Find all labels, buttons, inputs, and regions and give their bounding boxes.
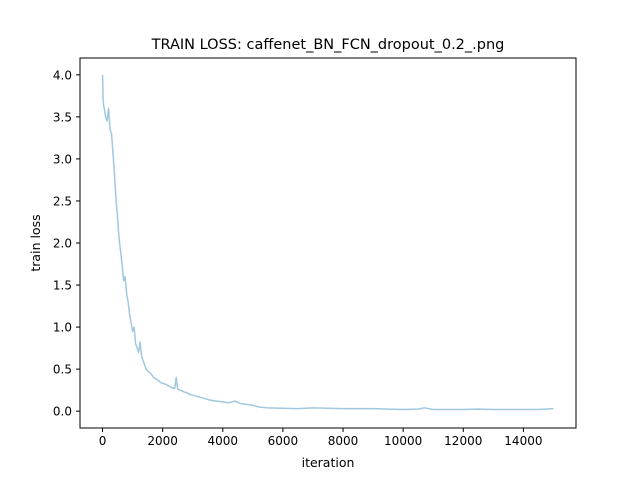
- y-axis-label: train loss: [28, 214, 43, 271]
- series-layer: [101, 74, 554, 411]
- y-tick-label: 2.5: [53, 194, 72, 208]
- x-tick-label: 6000: [268, 434, 299, 448]
- x-tick-label: 4000: [208, 434, 239, 448]
- x-tick-label: 0: [99, 434, 107, 448]
- y-tick-label: 4.0: [53, 68, 72, 82]
- x-tick-label: 2000: [147, 434, 178, 448]
- y-axis: 0.0 0.5 1.0 1.5 2.0 2.5 3.0 3.5 4.0: [53, 68, 80, 419]
- x-tick-label: 14000: [504, 434, 542, 448]
- y-tick-label: 1.5: [53, 279, 72, 293]
- y-tick-label: 2.0: [53, 237, 72, 251]
- y-tick-label: 3.5: [53, 110, 72, 124]
- chart-title: TRAIN LOSS: caffenet_BN_FCN_dropout_0.2_…: [151, 37, 505, 53]
- x-tick-label: 8000: [328, 434, 359, 448]
- x-tick-label: 12000: [444, 434, 482, 448]
- x-axis: 0 2000 4000 6000 8000 10000 12000 14000: [99, 428, 542, 448]
- series-line-0: [101, 74, 554, 411]
- y-tick-label: 0.0: [53, 405, 72, 419]
- y-tick-label: 1.0: [53, 321, 72, 335]
- y-tick-label: 3.0: [53, 152, 72, 166]
- x-tick-label: 10000: [384, 434, 422, 448]
- y-tick-label: 0.5: [53, 363, 72, 377]
- x-axis-label: iteration: [302, 455, 355, 470]
